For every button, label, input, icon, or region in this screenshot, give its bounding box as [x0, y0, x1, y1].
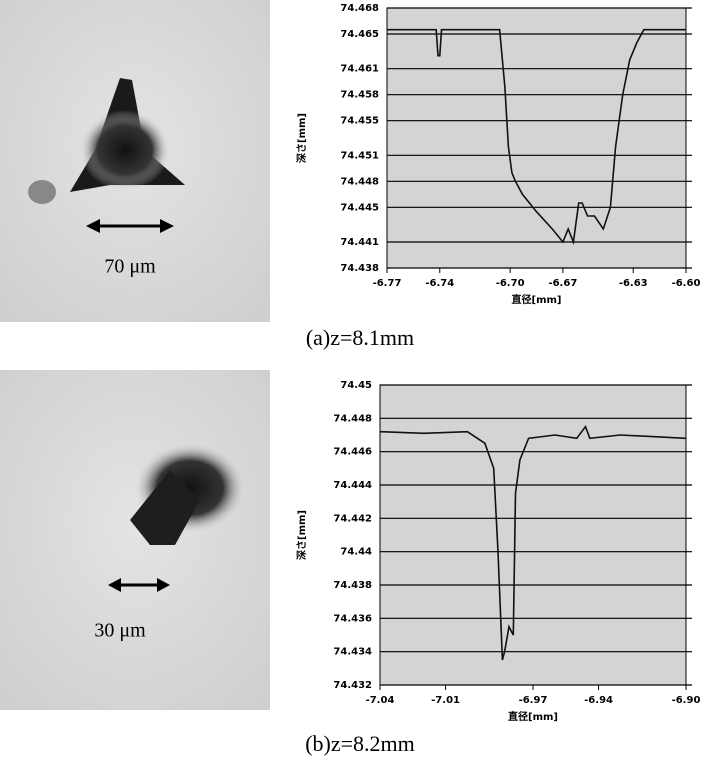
x-tick-label: -7.04 — [366, 695, 395, 706]
scale-label: 30 μm — [94, 620, 146, 642]
y-tick-label: 74.442 — [333, 513, 372, 524]
x-tick-label: -6.90 — [672, 695, 701, 706]
y-tick-label: 74.445 — [340, 202, 379, 213]
y-axis-label: 深さ[mm] — [295, 113, 308, 163]
y-tick-label: 74.468 — [340, 3, 379, 14]
data-line — [379, 425, 687, 661]
y-tick-label: 74.436 — [333, 613, 372, 624]
x-tick-label: -6.74 — [425, 278, 454, 289]
y-tick-label: 74.441 — [340, 237, 379, 248]
caption: (b)z=8.2mm — [305, 731, 415, 756]
y-tick-label: 74.438 — [333, 580, 372, 591]
x-tick-label: -6.97 — [519, 695, 548, 706]
x-tick-label: -6.94 — [584, 695, 613, 706]
y-tick-label: 74.444 — [333, 480, 372, 491]
y-tick-label: 74.458 — [340, 90, 379, 101]
y-tick-label: 74.434 — [333, 647, 372, 658]
x-tick-label: -7.01 — [431, 695, 460, 706]
y-tick-label: 74.451 — [340, 150, 379, 161]
x-tick-label: -6.63 — [619, 278, 648, 289]
x-tick-label: -6.77 — [373, 278, 402, 289]
y-tick-label: 74.438 — [340, 263, 379, 274]
photo-b — [0, 370, 270, 710]
y-tick-label: 74.45 — [340, 380, 372, 391]
y-axis-label: 深さ[mm] — [295, 510, 308, 560]
data-line — [387, 28, 686, 246]
scale-label: 70 μm — [104, 256, 156, 278]
y-tick-label: 74.448 — [333, 413, 372, 424]
y-tick-label: 74.455 — [340, 116, 379, 127]
x-tick-label: -6.60 — [672, 278, 701, 289]
plot-area — [379, 384, 687, 686]
y-tick-label: 74.461 — [340, 64, 379, 75]
x-axis-label: 直径[mm] — [512, 293, 562, 306]
y-tick-label: 74.465 — [340, 29, 379, 40]
y-tick-label: 74.448 — [340, 176, 379, 187]
caption: (a)z=8.1mm — [306, 325, 414, 350]
y-tick-label: 74.432 — [333, 680, 372, 691]
y-tick-label: 74.446 — [333, 447, 372, 458]
y-tick-label: 74.44 — [340, 547, 372, 558]
x-axis-label: 直径[mm] — [508, 710, 558, 723]
x-tick-label: -6.70 — [496, 278, 525, 289]
photo-a — [0, 0, 270, 322]
plot-area — [386, 7, 687, 269]
x-tick-label: -6.67 — [548, 278, 577, 289]
